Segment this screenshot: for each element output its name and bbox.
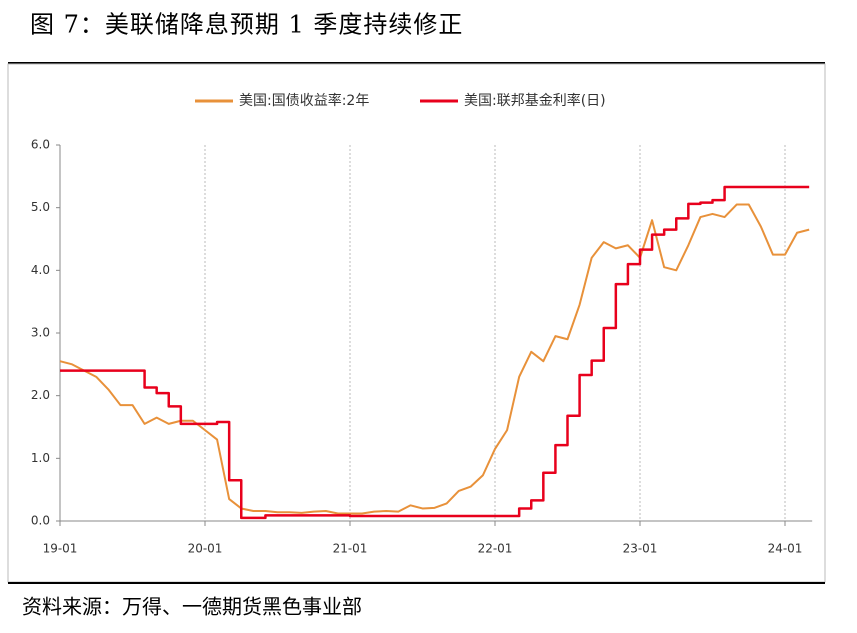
x-tick-label: 22-01 — [478, 542, 513, 556]
x-tick-label: 24-01 — [768, 542, 803, 556]
y-tick-label: 6.0 — [31, 138, 50, 152]
y-tick-label: 4.0 — [31, 263, 50, 277]
legend-label: 美国:国债收益率:2年 — [239, 92, 369, 109]
source-note: 资料来源：万得、一德期货黑色事业部 — [22, 595, 362, 619]
x-tick-label: 20-01 — [188, 542, 223, 556]
y-tick-label: 3.0 — [31, 326, 50, 340]
x-tick-label: 19-01 — [43, 542, 78, 556]
series-line — [59, 203, 810, 515]
chart-title: 图 7：美联储降息预期 1 季度持续修正 — [30, 11, 463, 39]
chart-frame — [7, 63, 826, 583]
series-line — [60, 185, 810, 520]
legend-label: 美国:联邦基金利率(日) — [464, 92, 606, 109]
y-tick-label: 1.0 — [31, 451, 50, 465]
y-tick-label: 0.0 — [31, 514, 50, 528]
y-tick-label: 2.0 — [31, 388, 50, 402]
x-tick-label: 21-01 — [333, 542, 368, 556]
y-tick-label: 5.0 — [31, 200, 50, 214]
x-tick-label: 23-01 — [623, 542, 658, 556]
